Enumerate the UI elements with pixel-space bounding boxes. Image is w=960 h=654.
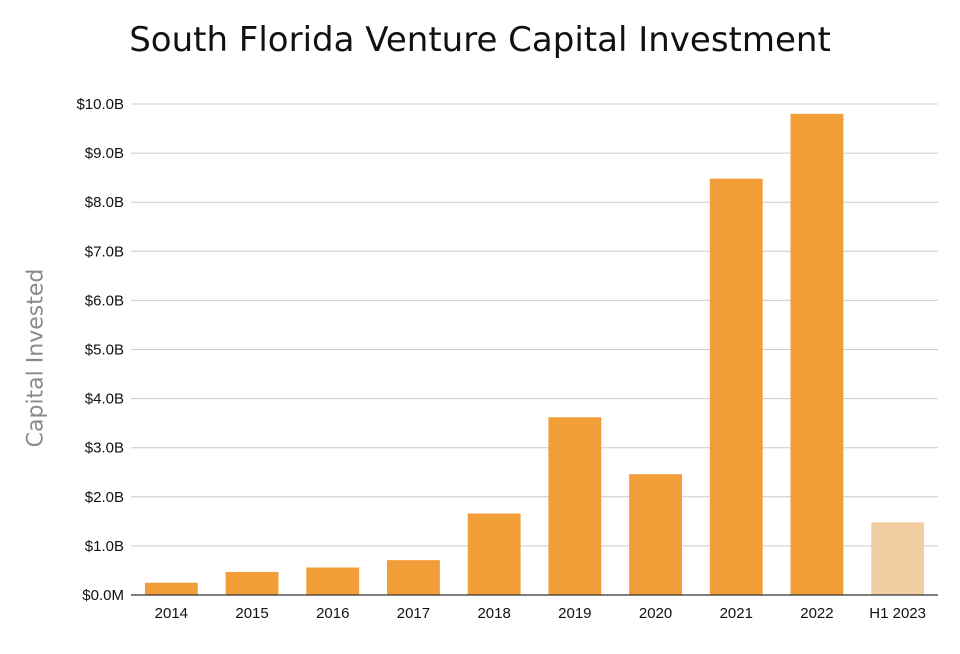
bars	[144, 113, 925, 595]
x-tick-labels: 2014 2015 2016 2017 2018 2019 2020 2021 2022 H1 2…	[155, 605, 926, 622]
x-tick-label: 2019	[558, 605, 591, 622]
y-tick-label: $0.0M	[82, 587, 124, 604]
bar	[871, 522, 925, 595]
bar	[709, 178, 763, 595]
y-tick-label: $2.0B	[85, 489, 124, 506]
x-tick-label: 2015	[235, 605, 268, 622]
y-tick-label: $6.0B	[85, 292, 124, 309]
y-tick-label: $5.0B	[85, 342, 124, 359]
bar	[790, 113, 844, 595]
y-tick-label: $8.0B	[85, 194, 124, 211]
y-tick-label: $7.0B	[85, 243, 124, 260]
bar	[467, 513, 521, 595]
y-tick-label: $9.0B	[85, 145, 124, 162]
x-tick-label: 2020	[639, 605, 672, 622]
y-tick-label: $1.0B	[85, 538, 124, 555]
y-tick-label: $3.0B	[85, 440, 124, 457]
x-tick-label: 2017	[397, 605, 430, 622]
x-tick-label: 2018	[477, 605, 510, 622]
x-tick-label: 2016	[316, 605, 349, 622]
x-tick-label: 2022	[800, 605, 833, 622]
chart-title: South Florida Venture Capital Investment	[129, 20, 831, 60]
x-tick-label: 2014	[155, 605, 188, 622]
x-tick-label: H1 2023	[869, 605, 926, 622]
y-tick-label: $10.0B	[76, 96, 124, 113]
bar	[144, 582, 198, 595]
x-tick-label: 2021	[720, 605, 753, 622]
bar	[548, 417, 602, 595]
y-tick-labels: $0.0M $1.0B $2.0B $3.0B $4.0B $5.0B $6.0B $7.0B…	[76, 96, 124, 604]
bar	[225, 571, 279, 595]
y-tick-label: $4.0B	[85, 391, 124, 408]
bar	[306, 567, 360, 595]
bar	[387, 560, 440, 595]
bar	[629, 474, 682, 595]
